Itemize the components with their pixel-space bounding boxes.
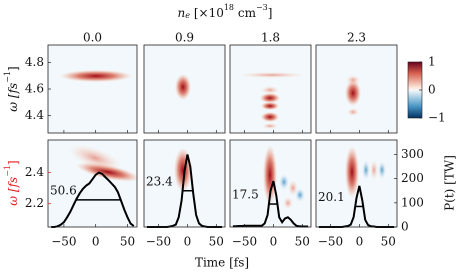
y-tick-label: 2.2 [25, 196, 44, 210]
x-tick-label: 0 [184, 235, 192, 249]
fwhm-annotation: 23.4 [146, 174, 173, 188]
x-tick-label: −50 [51, 235, 76, 249]
heatmaps [48, 45, 397, 227]
x-tick-label: −50 [232, 235, 257, 249]
fwhm-annotation: 50.6 [50, 183, 77, 197]
colorbar-tick-label: −1 [428, 111, 446, 125]
column-label: 1.8 [261, 31, 280, 45]
colorbar-tick-label: 1 [428, 55, 436, 69]
bottom-y-label: ω [fs−1] [3, 160, 20, 205]
panel-frame [143, 44, 226, 134]
panel-frame [315, 44, 398, 134]
y2-tick-label: 100 [401, 195, 424, 209]
y-tick-label: 4.4 [25, 108, 44, 122]
x-tick-label: 50 [209, 235, 224, 249]
y2-tick-label: 0 [401, 220, 409, 234]
colorbar-tick-label: 0 [428, 83, 436, 97]
column-label: 0.0 [83, 31, 102, 45]
x-tick-label: 0 [270, 235, 278, 249]
top-y-label: ω [fs−1] [3, 66, 20, 111]
y2-tick-label: 200 [401, 171, 424, 185]
y2-tick-label: 300 [401, 147, 424, 161]
x-tick-label: 50 [381, 235, 396, 249]
column-label: 2.3 [347, 31, 366, 45]
fwhm-annotation: 20.1 [318, 190, 345, 204]
y-tick-label: 4.6 [25, 82, 44, 96]
x-tick-label: 50 [295, 235, 310, 249]
panel-frame [229, 139, 312, 228]
power-line [232, 180, 309, 228]
figure-title: ne [×1018 cm−3] [178, 3, 273, 20]
y-tick-label: 4.8 [25, 55, 44, 69]
fwhm-annotation: 17.5 [232, 188, 259, 202]
panel-frame [229, 44, 312, 134]
panel-frame [315, 139, 398, 228]
panel-frame [143, 139, 226, 228]
x-tick-label: 0 [356, 235, 364, 249]
y2-label: P(t) [TW] [443, 155, 457, 211]
x-tick-label: −50 [318, 235, 343, 249]
x-tick-label: 50 [120, 235, 135, 249]
x-label: Time [fs] [195, 256, 249, 270]
power-line [51, 171, 135, 228]
x-tick-label: 0 [92, 235, 100, 249]
column-label: 0.9 [175, 31, 194, 45]
y-tick-label: 2.4 [25, 165, 44, 179]
panel-frame [47, 139, 138, 228]
x-tick-label: −50 [146, 235, 171, 249]
